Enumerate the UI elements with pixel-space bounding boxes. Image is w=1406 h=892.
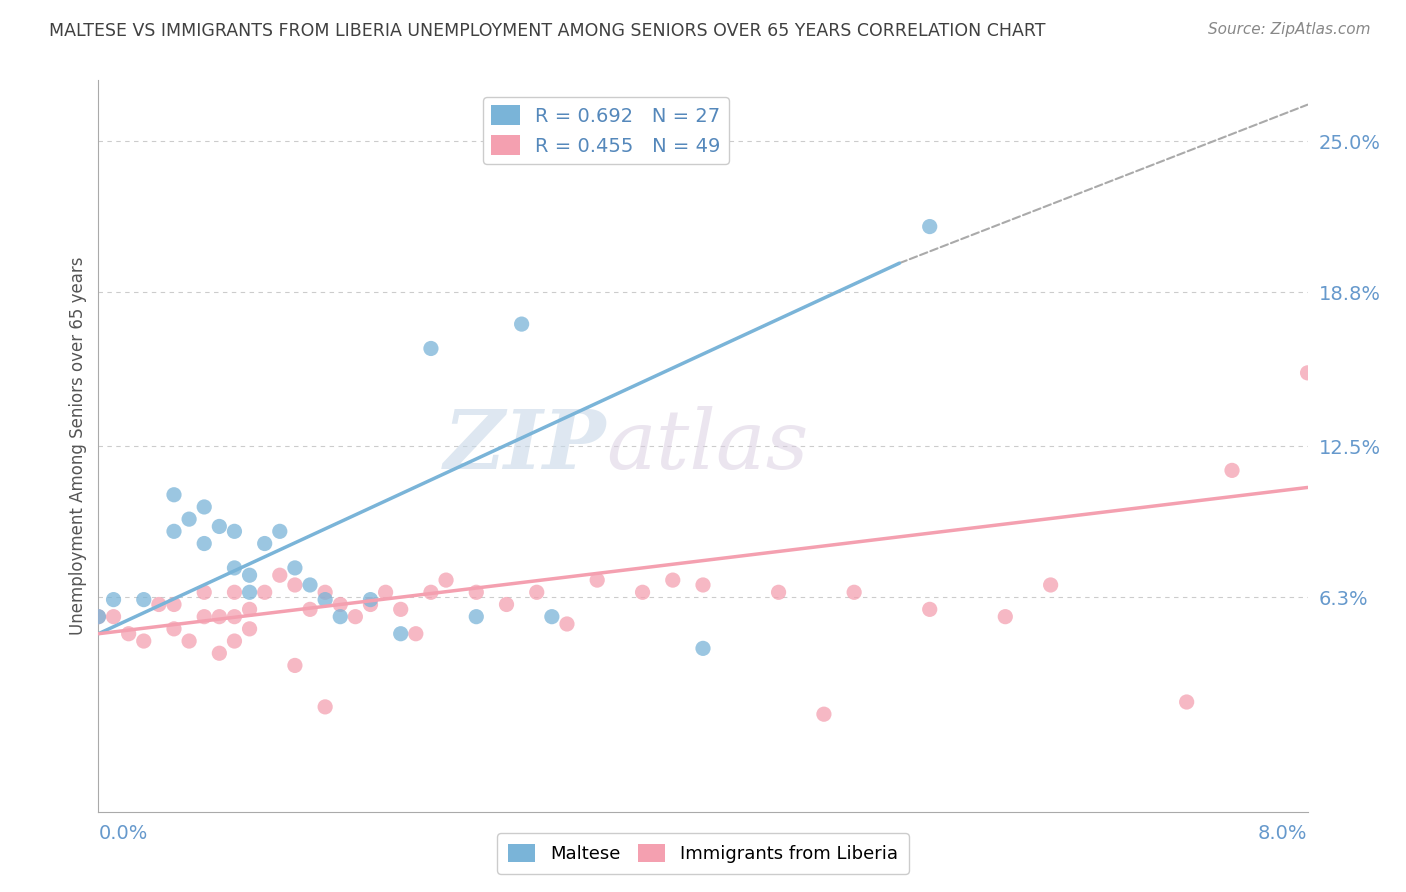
Point: [148, 598, 170, 612]
Point: [314, 585, 336, 599]
Y-axis label: Unemployment Among Seniors over 65 years: Unemployment Among Seniors over 65 years: [69, 257, 87, 635]
Point: [87, 609, 110, 624]
Point: [692, 641, 714, 656]
Point: [813, 707, 835, 722]
Point: [465, 585, 488, 599]
Point: [1039, 578, 1062, 592]
Point: [994, 609, 1017, 624]
Point: [193, 536, 215, 550]
Point: [224, 609, 246, 624]
Point: [631, 585, 654, 599]
Point: [389, 602, 412, 616]
Point: [179, 634, 201, 648]
Point: [284, 658, 307, 673]
Point: [87, 609, 110, 624]
Point: [540, 609, 562, 624]
Point: [179, 512, 201, 526]
Point: [253, 585, 276, 599]
Point: [661, 573, 683, 587]
Point: [193, 500, 215, 514]
Point: [692, 578, 714, 592]
Point: [389, 626, 412, 640]
Point: [132, 634, 155, 648]
Text: Source: ZipAtlas.com: Source: ZipAtlas.com: [1208, 22, 1371, 37]
Point: [420, 342, 443, 356]
Point: [208, 519, 231, 533]
Point: [768, 585, 790, 599]
Point: [360, 592, 382, 607]
Point: [555, 617, 578, 632]
Point: [103, 592, 125, 607]
Point: [193, 609, 215, 624]
Point: [239, 585, 262, 599]
Point: [918, 219, 941, 234]
Point: [495, 598, 517, 612]
Point: [239, 602, 262, 616]
Point: [163, 524, 186, 539]
Text: MALTESE VS IMMIGRANTS FROM LIBERIA UNEMPLOYMENT AMONG SENIORS OVER 65 YEARS CORR: MALTESE VS IMMIGRANTS FROM LIBERIA UNEMP…: [49, 22, 1046, 40]
Point: [299, 578, 322, 592]
Point: [344, 609, 367, 624]
Point: [163, 488, 186, 502]
Point: [224, 634, 246, 648]
Point: [118, 626, 141, 640]
Point: [434, 573, 457, 587]
Point: [526, 585, 548, 599]
Point: [374, 585, 396, 599]
Point: [329, 609, 352, 624]
Point: [103, 609, 125, 624]
Point: [329, 598, 352, 612]
Point: [163, 598, 186, 612]
Point: [239, 622, 262, 636]
Legend: R = 0.692   N = 27, R = 0.455   N = 49: R = 0.692 N = 27, R = 0.455 N = 49: [484, 97, 728, 163]
Point: [269, 524, 291, 539]
Point: [1296, 366, 1319, 380]
Point: [420, 585, 443, 599]
Point: [224, 585, 246, 599]
Point: [208, 609, 231, 624]
Point: [1220, 463, 1243, 477]
Legend: Maltese, Immigrants from Liberia: Maltese, Immigrants from Liberia: [498, 833, 908, 874]
Point: [918, 602, 941, 616]
Text: atlas: atlas: [606, 406, 808, 486]
Point: [299, 602, 322, 616]
Point: [1175, 695, 1198, 709]
Point: [224, 561, 246, 575]
Text: 8.0%: 8.0%: [1258, 824, 1308, 843]
Point: [269, 568, 291, 582]
Point: [360, 598, 382, 612]
Text: ZIP: ZIP: [444, 406, 606, 486]
Point: [465, 609, 488, 624]
Point: [163, 622, 186, 636]
Text: 0.0%: 0.0%: [98, 824, 148, 843]
Point: [193, 585, 215, 599]
Point: [132, 592, 155, 607]
Point: [586, 573, 609, 587]
Point: [314, 592, 336, 607]
Point: [253, 536, 276, 550]
Point: [284, 578, 307, 592]
Point: [510, 317, 533, 331]
Point: [208, 646, 231, 660]
Point: [405, 626, 427, 640]
Point: [284, 561, 307, 575]
Point: [239, 568, 262, 582]
Point: [224, 524, 246, 539]
Point: [314, 699, 336, 714]
Point: [844, 585, 866, 599]
